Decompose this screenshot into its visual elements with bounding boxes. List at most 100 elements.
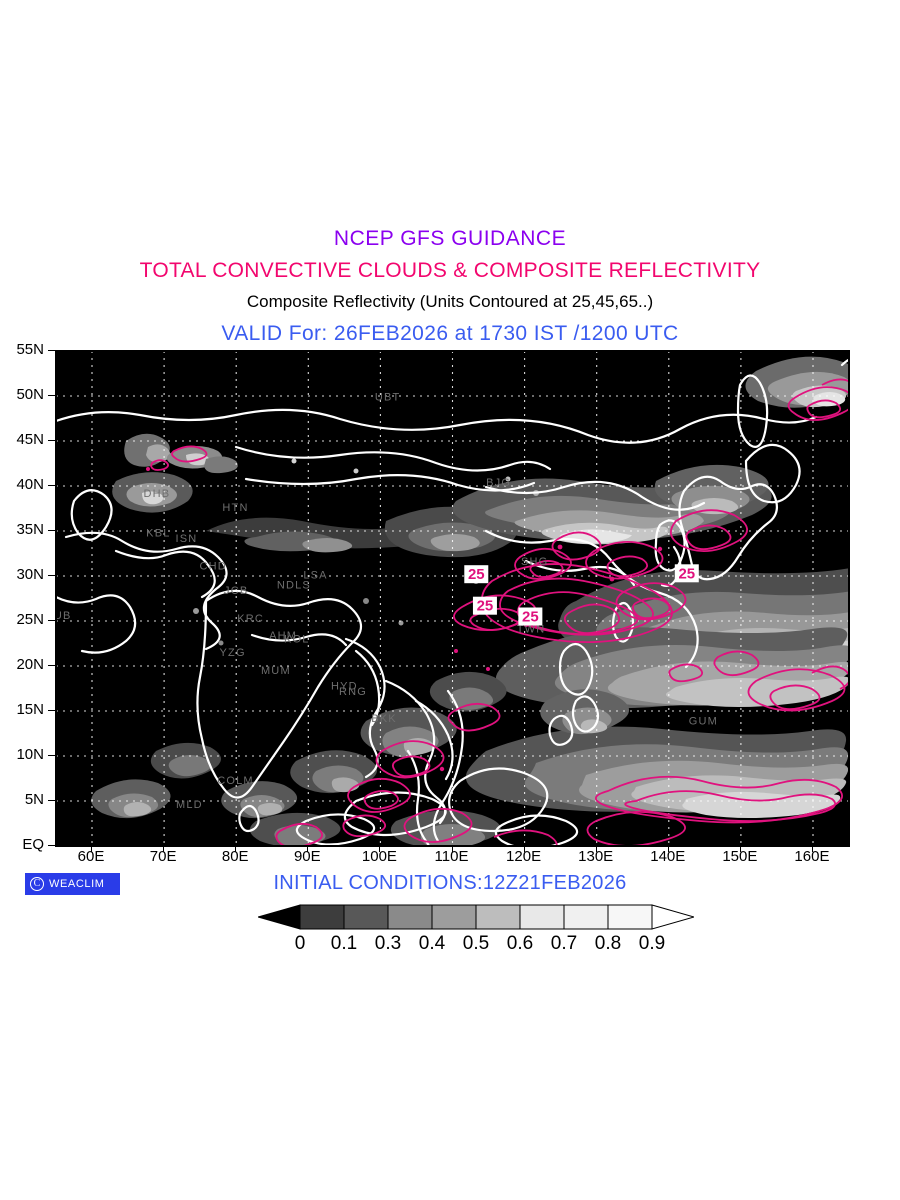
- map-canvas: UBT BJG DHB HTN KBL ISN LSA CHD SHG JCB NDLS DUB KRC…: [56, 351, 849, 846]
- longitude-tick-label: 140E: [650, 848, 686, 865]
- longitude-tick-label: 90E: [293, 848, 321, 865]
- longitude-tick-mark: [235, 846, 237, 852]
- longitude-tick-mark: [163, 846, 165, 852]
- colorbar-segment: [431, 904, 477, 930]
- colorbar-high-arrow: [651, 904, 694, 930]
- colorbar-tick-label: 0.1: [330, 933, 358, 954]
- contour-label-background: [518, 607, 543, 626]
- latitude-tick-label: 20N: [16, 656, 44, 673]
- map-station-label: KBL: [146, 527, 170, 539]
- latitude-tick-mark: [48, 845, 55, 846]
- map-station-label: DHB: [144, 488, 171, 500]
- longitude-tick-label: 110E: [434, 848, 469, 865]
- latitude-tick-mark: [48, 530, 55, 531]
- latitude-tick-mark: [48, 485, 55, 486]
- map-station-label: MUM: [261, 665, 291, 677]
- map-station-label: GUM: [689, 716, 718, 728]
- colorbar-segment: [299, 904, 345, 930]
- longitude-tick-mark: [739, 846, 741, 852]
- longitude-tick-mark: [811, 846, 813, 852]
- map-station-label: LSA: [303, 570, 327, 582]
- colorbar-segment: [475, 904, 521, 930]
- colorbar-swatches: [258, 904, 694, 930]
- contour-label-background: [472, 596, 497, 615]
- contour-value-label: 25: [477, 598, 494, 615]
- map-station-label: COLM: [217, 775, 254, 787]
- map-station-label: AHM: [269, 630, 297, 642]
- colorbar-low-arrow: [258, 904, 301, 930]
- latitude-tick-label: 5N: [24, 791, 44, 808]
- latitude-tick-mark: [48, 440, 55, 441]
- colorbar-tick-label: 0.5: [462, 933, 490, 954]
- latitude-tick-label: 30N: [16, 566, 44, 583]
- map-station-label: YZG: [220, 647, 246, 659]
- map-station-label: BKK: [371, 713, 397, 725]
- map-station-label: KOL: [284, 634, 310, 646]
- colorbar: [258, 903, 694, 931]
- latitude-tick-mark: [48, 710, 55, 711]
- colorbar-tick-labels: 0 0.1 0.3 0.4 0.5 0.6 0.7 0.8 0.9: [258, 933, 694, 957]
- latitude-tick-label: 10N: [16, 746, 44, 763]
- colorbar-segment: [563, 904, 609, 930]
- latitude-tick-label: 35N: [16, 521, 44, 538]
- map-plot-area[interactable]: UBT BJG DHB HTN KBL ISN LSA CHD SHG JCB NDLS DUB KRC…: [55, 350, 850, 847]
- longitude-tick-label: 150E: [722, 848, 758, 865]
- latitude-tick-mark: [48, 800, 55, 801]
- map-station-label: RNG: [339, 686, 367, 698]
- longitude-tick-label: 100E: [361, 848, 397, 865]
- longitude-tick-label: 120E: [506, 848, 542, 865]
- longitude-tick-label: 80E: [221, 848, 249, 865]
- latitude-tick-label: EQ: [22, 836, 44, 853]
- page-title-model: NCEP GFS GUIDANCE: [333, 227, 567, 250]
- longitude-tick-mark: [595, 846, 597, 852]
- latitude-tick-label: 55N: [16, 341, 44, 358]
- latitude-tick-mark: [48, 395, 55, 396]
- map-station-label: HYD: [331, 680, 358, 692]
- map-station-label: CHD: [199, 561, 226, 573]
- longitude-tick-mark: [451, 846, 453, 852]
- longitude-tick-mark: [307, 846, 309, 852]
- initial-conditions-text: INITIAL CONDITIONS:12Z21FEB2026: [273, 872, 627, 894]
- map-station-label: NDLS: [277, 580, 311, 592]
- longitude-tick-mark: [379, 846, 381, 852]
- map-station-label: KRC: [237, 613, 264, 625]
- latitude-tick-mark: [48, 665, 55, 666]
- page-title-product: TOTAL CONVECTIVE CLOUDS & COMPOSITE REFL…: [139, 259, 761, 282]
- contour-value-label: 25: [522, 609, 539, 626]
- longitude-tick-mark: [523, 846, 525, 852]
- latitude-tick-label: 25N: [16, 611, 44, 628]
- contour-value-label: 25: [468, 566, 485, 583]
- colorbar-segment: [607, 904, 653, 930]
- colorbar-tick-label: 0.7: [550, 933, 578, 954]
- page-subtitle-contour-info: Composite Reflectivity (Units Contoured …: [246, 292, 654, 311]
- latitude-tick-mark: [48, 755, 55, 756]
- contour-value-label: 25: [678, 565, 695, 582]
- latitude-tick-label: 50N: [16, 386, 44, 403]
- longitude-tick-label: 160E: [794, 848, 830, 865]
- map-station-label: BJG: [486, 477, 511, 489]
- latitude-tick-label: 40N: [16, 476, 44, 493]
- colorbar-tick-label: 0.8: [594, 933, 622, 954]
- colorbar-tick-label: 0.6: [506, 933, 534, 954]
- weaclim-label: WEACLIM: [49, 878, 105, 890]
- latitude-tick-mark: [48, 620, 55, 621]
- map-station-label: SHG: [521, 556, 548, 568]
- map-station-label: TWN: [517, 624, 546, 636]
- colorbar-segment: [343, 904, 389, 930]
- longitude-tick-mark: [91, 846, 93, 852]
- colorbar-tick-label: 0.4: [418, 933, 446, 954]
- longitude-tick-label: 60E: [77, 848, 105, 865]
- weaclim-logo-badge[interactable]: C WEACLIM: [25, 873, 120, 895]
- contour-label-background: [464, 565, 489, 584]
- longitude-tick-label: 130E: [578, 848, 614, 865]
- latitude-tick-label: 45N: [16, 431, 44, 448]
- longitude-axis-labels: 60E 70E 80E 90E 100E 110E 120E 130E 140E 150E 160E: [55, 848, 848, 870]
- latitude-tick-mark: [48, 350, 55, 351]
- map-station-label: MLD: [176, 799, 203, 811]
- latitude-axis-labels: 55N 50N 45N 40N 35N 30N 25N 20N 15N 10N 5N EQ: [0, 342, 55, 853]
- longitude-tick-label: 70E: [149, 848, 177, 865]
- map-station-label: JCB: [224, 585, 248, 597]
- contour-label-background: [674, 564, 699, 583]
- map-station-label: HTN: [222, 502, 248, 514]
- copyright-icon: C: [30, 877, 44, 891]
